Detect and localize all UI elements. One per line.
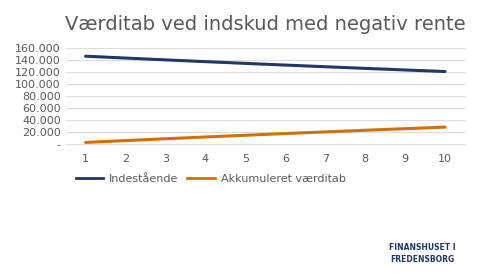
Indestående [203, 60, 208, 63]
Akkumuleret værditab [163, 137, 168, 141]
Indestående [362, 67, 368, 70]
Legend: Indestående, Akkumuleret værditab: Indestående, Akkumuleret værditab [71, 170, 350, 189]
Indestående [242, 62, 248, 65]
Text: FINANSHUSET I
FREDENSBORG: FINANSHUSET I FREDENSBORG [389, 243, 456, 264]
Line: Indestående: Indestående [85, 56, 445, 72]
Akkumuleret værditab [282, 132, 288, 135]
Akkumuleret værditab [122, 139, 128, 142]
Indestående [442, 70, 448, 73]
Title: Værditab ved indskud med negativ rente: Værditab ved indskud med negativ rente [65, 15, 466, 34]
Indestående [402, 68, 408, 72]
Indestående [282, 64, 288, 67]
Akkumuleret værditab [402, 127, 408, 130]
Akkumuleret værditab [442, 125, 448, 129]
Indestående [122, 56, 128, 60]
Indestående [83, 54, 88, 58]
Line: Akkumuleret værditab: Akkumuleret værditab [85, 127, 445, 142]
Akkumuleret værditab [203, 135, 208, 139]
Akkumuleret værditab [323, 130, 328, 134]
Akkumuleret værditab [83, 141, 88, 144]
Akkumuleret værditab [362, 129, 368, 132]
Indestående [163, 58, 168, 62]
Akkumuleret værditab [242, 134, 248, 137]
Indestående [323, 65, 328, 68]
